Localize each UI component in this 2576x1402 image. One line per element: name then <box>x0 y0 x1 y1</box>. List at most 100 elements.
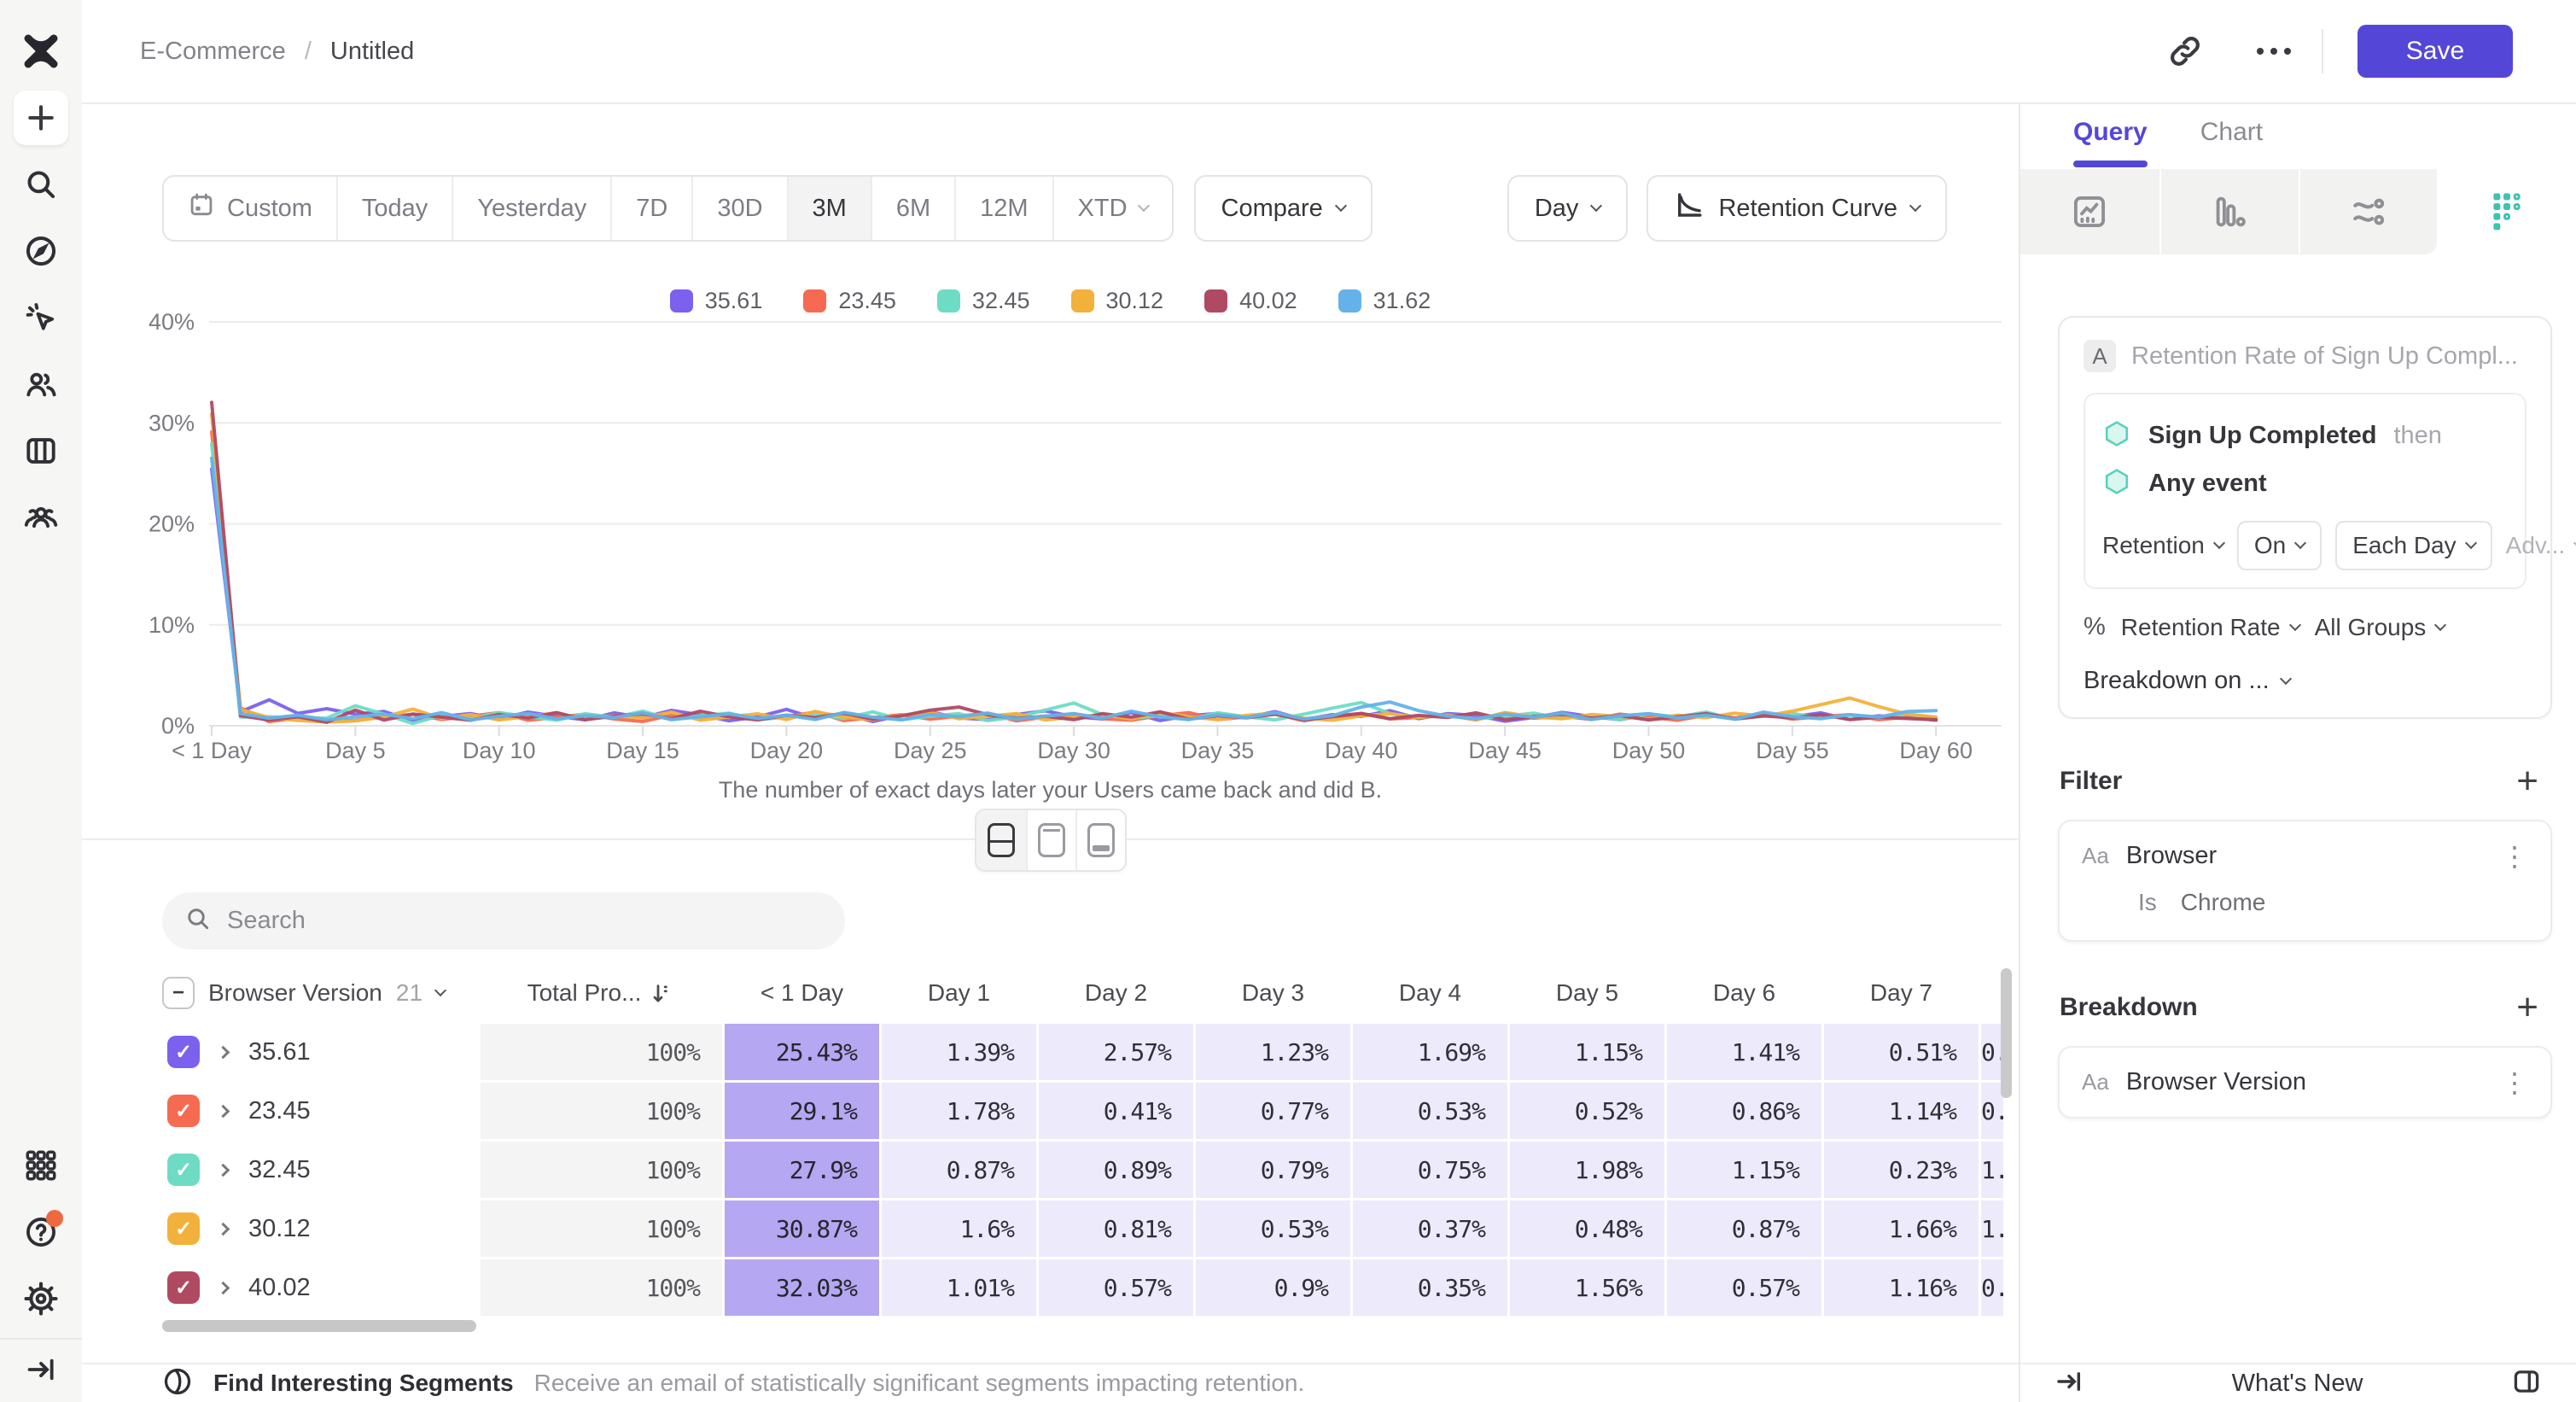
value-cell[interactable]: 0.53% <box>1196 1200 1350 1257</box>
legend-item[interactable]: 35.61 <box>669 288 762 314</box>
copy-link-icon[interactable] <box>2161 27 2209 75</box>
community-icon[interactable] <box>14 490 68 545</box>
add-breakdown-button[interactable]: + <box>2516 986 2538 1028</box>
column-header-day-3[interactable]: Day 3 <box>1196 965 1350 1021</box>
add-filter-button[interactable]: + <box>2516 760 2538 802</box>
select-all-checkbox[interactable]: − <box>162 977 195 1009</box>
value-cell[interactable]: 1.41% <box>1667 1024 1821 1080</box>
event-step-1[interactable]: Sign Up Completed then <box>2102 412 2508 459</box>
column-header--1-day[interactable]: < 1 Day <box>725 965 879 1021</box>
query-title[interactable]: Retention Rate of Sign Up Compl... <box>2131 342 2518 370</box>
tab-chart[interactable]: Chart <box>2200 118 2263 167</box>
legend-item[interactable]: 31.62 <box>1338 288 1431 314</box>
range-30d[interactable]: 30D <box>691 177 786 240</box>
value-cell[interactable]: 30.87% <box>725 1200 879 1257</box>
series-line-32.45[interactable] <box>210 442 1938 726</box>
value-cell[interactable]: 1.23% <box>1196 1024 1350 1080</box>
retention-curve-chart[interactable]: 0% 10% 20% 30% 40% < 1 Day Day 5 Day 10 Day 15 Da… <box>82 282 2019 794</box>
value-cell[interactable]: 0.87% <box>1667 1200 1821 1257</box>
value-cell[interactable]: 0.48% <box>1510 1200 1664 1257</box>
value-cell[interactable]: 1.15% <box>1667 1142 1821 1198</box>
flows-report-icon[interactable] <box>2298 169 2438 254</box>
value-cell[interactable]: 0.89% <box>1039 1142 1193 1198</box>
filter-value[interactable]: Chrome <box>2180 889 2266 915</box>
range-yesterday[interactable]: Yesterday <box>452 177 610 240</box>
row-checkbox[interactable]: ✓ <box>167 1036 200 1068</box>
value-cell[interactable]: 0.77% <box>1196 1083 1350 1139</box>
value-cell[interactable]: 0.9% <box>1196 1259 1350 1316</box>
value-cell[interactable]: 0.81% <box>1039 1200 1193 1257</box>
expand-row-icon[interactable] <box>216 1281 230 1294</box>
chart-only-toggle[interactable] <box>1025 810 1075 870</box>
tab-query[interactable]: Query <box>2073 118 2148 167</box>
value-cell[interactable]: 27.9% <box>725 1142 879 1198</box>
value-cell[interactable]: 0.57% <box>1039 1259 1193 1316</box>
value-cell[interactable]: 25.43% <box>725 1024 879 1080</box>
value-cell[interactable]: 0.86% <box>1667 1083 1821 1139</box>
events-cursor-icon[interactable] <box>14 290 68 345</box>
column-header-day-4[interactable]: Day 4 <box>1353 965 1507 1021</box>
funnels-report-icon[interactable] <box>2159 169 2299 254</box>
column-header-day-2[interactable]: Day 2 <box>1039 965 1193 1021</box>
series-line-23.45[interactable] <box>210 429 1938 724</box>
range-xtd[interactable]: XTD <box>1052 177 1172 240</box>
column-header-total-pro-[interactable]: Total Pro... <box>481 965 722 1021</box>
value-cell[interactable]: 2.57% <box>1039 1024 1193 1080</box>
value-cell[interactable]: 0.79% <box>1196 1142 1350 1198</box>
legend-item[interactable]: 32.45 <box>936 288 1030 314</box>
horizontal-scrollbar[interactable] <box>162 1320 476 1332</box>
value-cell[interactable]: 0.51% <box>1824 1024 1979 1080</box>
legend-item[interactable]: 23.45 <box>803 288 896 314</box>
expand-row-icon[interactable] <box>216 1104 230 1118</box>
value-cell[interactable]: 0.53% <box>1353 1083 1507 1139</box>
each-day-dropdown[interactable]: Each Day <box>2335 521 2492 570</box>
legend-item[interactable]: 40.02 <box>1204 288 1297 314</box>
breakdown-card[interactable]: Aa Browser Version ⋮ <box>2058 1046 2552 1119</box>
column-header-day-1[interactable]: Day 1 <box>882 965 1036 1021</box>
value-cell[interactable]: 1.98% <box>1510 1142 1664 1198</box>
groups-dropdown[interactable]: All Groups <box>2315 614 2447 641</box>
retention-type-dropdown[interactable]: Retention <box>2102 532 2225 559</box>
value-cell[interactable]: 1.15% <box>1510 1024 1664 1080</box>
kebab-menu-icon[interactable]: ⋮ <box>2501 1066 2528 1098</box>
save-button[interactable]: Save <box>2357 25 2513 78</box>
find-segments-link[interactable]: Find Interesting Segments <box>213 1370 514 1396</box>
help-icon[interactable] <box>14 1205 68 1259</box>
breadcrumb-title[interactable]: Untitled <box>329 37 415 65</box>
search-input[interactable] <box>227 907 823 935</box>
group-label[interactable]: Browser Version <box>208 979 382 1006</box>
value-cell[interactable]: 0.41% <box>1039 1083 1193 1139</box>
expand-row-icon[interactable] <box>216 1163 230 1177</box>
value-cell[interactable]: 29.1% <box>725 1083 879 1139</box>
range-today[interactable]: Today <box>335 177 452 240</box>
insights-report-icon[interactable] <box>2020 169 2159 254</box>
retention-report-icon[interactable] <box>2437 169 2576 254</box>
value-cell[interactable]: 0.52% <box>1510 1083 1664 1139</box>
value-cell[interactable]: 1.78% <box>882 1083 1036 1139</box>
kebab-menu-icon[interactable]: ⋮ <box>2501 840 2528 872</box>
breadcrumb-project[interactable]: E-Commerce <box>140 37 286 65</box>
range-7d[interactable]: 7D <box>610 177 691 240</box>
expand-row-icon[interactable] <box>216 1045 230 1059</box>
series-line-40.02[interactable] <box>210 400 1938 724</box>
range-6m[interactable]: 6M <box>870 177 954 240</box>
whats-new-link[interactable]: What's New <box>2231 1369 2363 1397</box>
filter-card[interactable]: Aa Browser ⋮ Is Chrome <box>2058 820 2552 942</box>
split-view-toggle[interactable] <box>976 810 1026 870</box>
apps-grid-icon[interactable] <box>14 1138 68 1193</box>
value-cell[interactable]: 1.39% <box>882 1024 1036 1080</box>
value-cell[interactable]: 1.6% <box>882 1200 1036 1257</box>
column-header-day-6[interactable]: Day 6 <box>1667 965 1821 1021</box>
series-line-30.12[interactable] <box>210 412 1938 724</box>
value-cell[interactable]: 1.56% <box>1510 1259 1664 1316</box>
row-checkbox[interactable]: ✓ <box>167 1212 200 1245</box>
value-cell[interactable]: 1.69% <box>1353 1024 1507 1080</box>
boards-icon[interactable] <box>14 424 68 478</box>
value-cell[interactable]: 32.03% <box>725 1259 879 1316</box>
expand-row-icon[interactable] <box>216 1222 230 1236</box>
search-icon[interactable] <box>14 157 68 212</box>
value-cell[interactable]: 0.35% <box>1353 1259 1507 1316</box>
advanced-dropdown[interactable]: Adv... <box>2506 532 2576 559</box>
breakdown-on-dropdown[interactable]: Breakdown on ... <box>2084 667 2526 695</box>
value-cell[interactable]: 0.37% <box>1353 1200 1507 1257</box>
